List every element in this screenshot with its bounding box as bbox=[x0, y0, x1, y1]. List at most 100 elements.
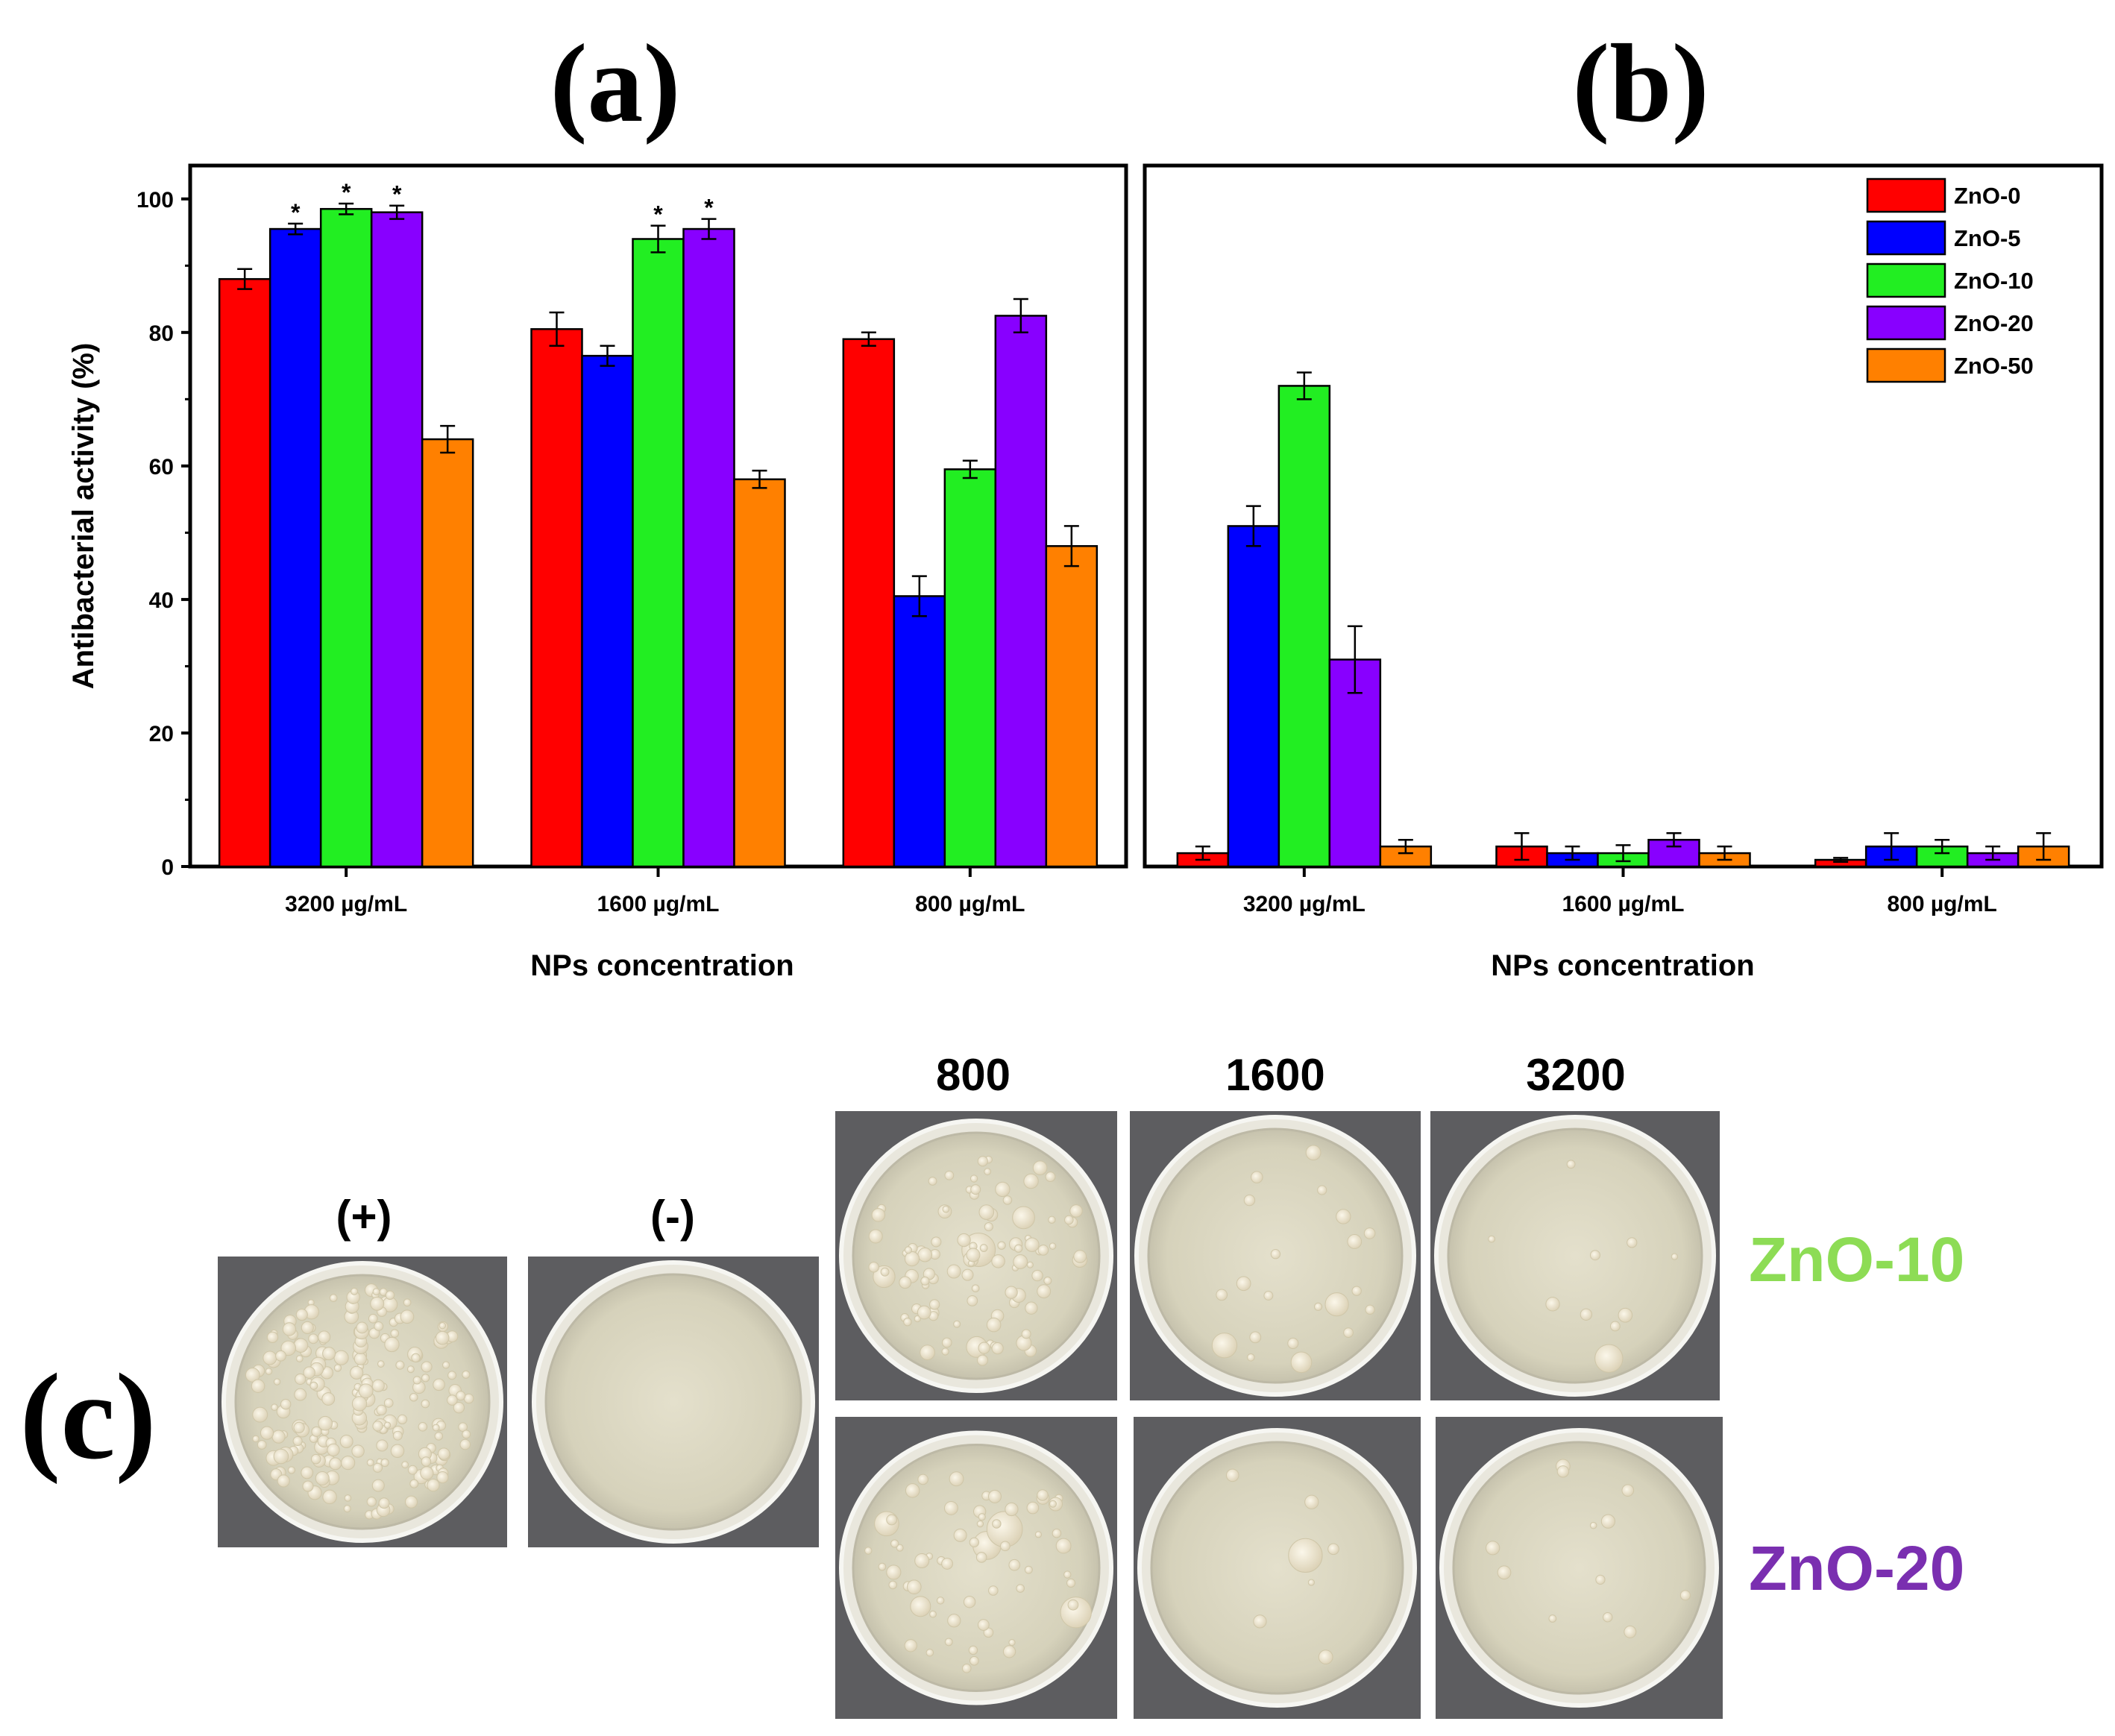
colony bbox=[301, 1321, 314, 1334]
colony bbox=[1026, 1261, 1034, 1268]
colony bbox=[374, 1321, 384, 1331]
colony bbox=[1609, 1321, 1621, 1332]
colony bbox=[1327, 1543, 1339, 1556]
colony bbox=[366, 1497, 377, 1507]
legend-swatch-zno-0 bbox=[1866, 177, 1946, 213]
colony bbox=[1548, 1614, 1557, 1623]
colony bbox=[1595, 1574, 1606, 1585]
chart-b-bars bbox=[1176, 371, 2070, 868]
colony bbox=[1216, 1289, 1228, 1301]
colony bbox=[404, 1495, 418, 1509]
bar-b-zno-20-0 bbox=[1328, 658, 1382, 868]
colony bbox=[434, 1432, 444, 1441]
colony bbox=[1263, 1291, 1274, 1301]
colony bbox=[991, 1254, 1005, 1268]
colony bbox=[1556, 1465, 1570, 1478]
bar-a-zno-10-1 bbox=[632, 238, 685, 868]
colony bbox=[383, 1398, 394, 1408]
colony bbox=[904, 1251, 920, 1267]
colony bbox=[1055, 1538, 1072, 1554]
colony bbox=[384, 1336, 400, 1353]
colony bbox=[350, 1365, 364, 1380]
colony bbox=[1317, 1185, 1327, 1195]
colony bbox=[322, 1489, 337, 1505]
colony bbox=[957, 1233, 971, 1248]
colony bbox=[383, 1421, 392, 1429]
colony bbox=[292, 1435, 303, 1447]
colony bbox=[280, 1340, 297, 1356]
colony bbox=[977, 1619, 990, 1631]
panel-c-label: (c) bbox=[19, 1348, 156, 1485]
x-tick-label-a-0: 3200 µg/mL bbox=[285, 892, 407, 916]
colony bbox=[978, 1204, 995, 1220]
colony bbox=[896, 1544, 904, 1552]
colony bbox=[941, 1347, 949, 1356]
colony bbox=[432, 1424, 440, 1432]
colony bbox=[1064, 1215, 1074, 1225]
colony bbox=[903, 1317, 912, 1327]
positive-control-label: (+) bbox=[336, 1192, 392, 1242]
colony bbox=[1063, 1570, 1072, 1579]
colony bbox=[978, 1342, 990, 1354]
colony bbox=[1246, 1353, 1255, 1362]
colony bbox=[966, 1248, 981, 1262]
colony bbox=[929, 1299, 940, 1310]
colony bbox=[931, 1236, 942, 1248]
colony bbox=[266, 1331, 279, 1344]
colony bbox=[1243, 1194, 1256, 1207]
colony bbox=[992, 1519, 1002, 1529]
colony bbox=[1314, 1302, 1323, 1311]
colony bbox=[975, 1552, 987, 1563]
colony bbox=[257, 1440, 267, 1450]
colony bbox=[1012, 1206, 1035, 1230]
colony bbox=[318, 1415, 333, 1431]
colony bbox=[1005, 1502, 1019, 1517]
colony bbox=[372, 1462, 383, 1473]
plate-agar bbox=[1447, 1128, 1703, 1384]
colony bbox=[944, 1638, 953, 1647]
colony bbox=[293, 1338, 309, 1353]
colony bbox=[1589, 1521, 1597, 1529]
colony bbox=[315, 1471, 330, 1485]
colony bbox=[1566, 1160, 1576, 1169]
colony bbox=[1679, 1590, 1691, 1601]
chart-a: * * * * * 3200 µg/mL 1600 µg/mL 800 µg/mL 0 20 40… bbox=[67, 163, 1128, 982]
bar-a-zno-20-2 bbox=[994, 315, 1048, 868]
colony bbox=[1211, 1333, 1238, 1359]
concentration-label-800: 800 bbox=[936, 1050, 1011, 1100]
colony bbox=[333, 1350, 349, 1365]
colony bbox=[1288, 1538, 1323, 1573]
petri-plate-zno-10-3200 bbox=[1430, 1111, 1720, 1400]
colony bbox=[873, 1265, 896, 1289]
colony bbox=[968, 1645, 978, 1655]
colony bbox=[462, 1430, 471, 1439]
colony bbox=[409, 1479, 419, 1488]
significance-marker: * bbox=[392, 181, 402, 208]
bar-a-zno-10-0 bbox=[319, 207, 373, 868]
colony bbox=[370, 1296, 385, 1311]
colony bbox=[421, 1374, 430, 1383]
colony bbox=[1365, 1304, 1375, 1315]
petri-plate-negative-control bbox=[528, 1257, 819, 1547]
colony bbox=[371, 1479, 385, 1492]
colony bbox=[356, 1321, 368, 1334]
chart-b-axes: 3200 µg/mL 1600 µg/mL 800 µg/mL bbox=[1243, 867, 1997, 916]
y-tick-label-a-20: 20 bbox=[149, 722, 174, 746]
x-tick-label-b-0: 3200 µg/mL bbox=[1243, 892, 1366, 916]
colony bbox=[1290, 1351, 1313, 1374]
bar-a-zno-5-2 bbox=[893, 595, 946, 868]
colony bbox=[351, 1396, 368, 1412]
colony bbox=[1005, 1286, 1018, 1299]
colony bbox=[947, 1614, 961, 1628]
y-tick-label-a-100: 100 bbox=[136, 188, 174, 213]
colony bbox=[1002, 1195, 1013, 1205]
colony bbox=[1287, 1337, 1299, 1350]
bar-a-zno-20-0 bbox=[370, 211, 424, 868]
colony bbox=[943, 1500, 958, 1515]
bar-a-zno-50-0 bbox=[421, 438, 474, 868]
colony bbox=[252, 1435, 260, 1443]
colony bbox=[929, 1610, 937, 1618]
significance-marker: * bbox=[704, 195, 714, 221]
colony bbox=[458, 1422, 468, 1432]
concentration-label-3200: 3200 bbox=[1526, 1050, 1625, 1100]
